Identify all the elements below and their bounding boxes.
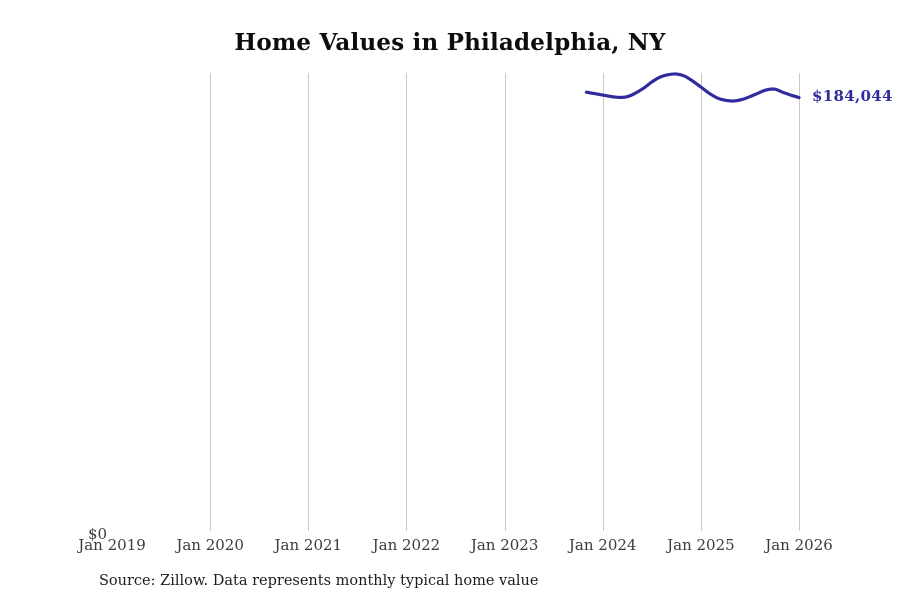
x-tick-label: Jan 2026 — [765, 536, 833, 554]
x-tick-label: Jan 2023 — [470, 536, 539, 554]
gridline — [700, 73, 702, 531]
x-tick-label: Jan 2022 — [372, 536, 441, 554]
gridline — [504, 73, 506, 531]
x-tick-label: Jan 2025 — [667, 536, 735, 554]
home-value-line — [584, 72, 801, 103]
y-axis-zero-label: $0 — [88, 525, 108, 543]
gridline — [799, 73, 800, 531]
x-tick-label: Jan 2020 — [176, 536, 244, 554]
x-tick-label: Jan 2024 — [568, 536, 637, 554]
x-tick-label: Jan 2021 — [274, 536, 343, 554]
x-tick-label: Jan 2019 — [78, 536, 146, 554]
gridline — [210, 73, 212, 531]
gridline — [406, 73, 408, 531]
gridline — [308, 73, 310, 531]
source-note: Source: Zillow. Data represents monthly … — [99, 573, 539, 589]
end-value-label: $184,044 — [812, 86, 893, 105]
gridline — [602, 73, 604, 531]
chart-title: Home Values in Philadelphia, NY — [234, 29, 666, 56]
